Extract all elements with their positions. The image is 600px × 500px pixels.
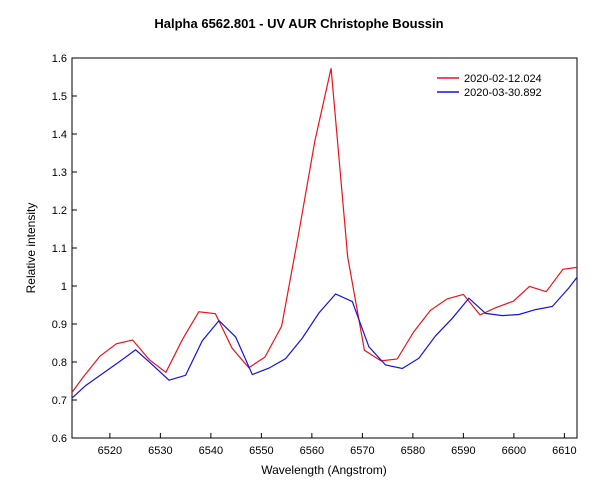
y-tick-label: 1.4 <box>52 129 67 141</box>
x-tick-label: 6570 <box>350 445 374 457</box>
x-tick-label: 6580 <box>401 445 425 457</box>
y-tick-label: 0.6 <box>52 433 67 445</box>
x-tick-label: 6590 <box>451 445 475 457</box>
y-axis-ticks: 0.6 0.7 0.8 0.9 1 1.1 1.2 1.3 1.4 1.5 1.6 <box>52 53 77 445</box>
y-tick-label: 1.2 <box>52 205 67 217</box>
y-tick-label: 1.1 <box>52 243 67 255</box>
y-tick-label: 0.9 <box>52 319 67 331</box>
x-tick-label: 6600 <box>502 445 526 457</box>
y-axis-label: Relative intensity <box>24 203 38 294</box>
series-line-2 <box>71 276 578 399</box>
x-axis-ticks: 6520 6530 6540 6550 6560 6570 6580 6590 6600 6610 <box>98 433 577 457</box>
x-tick-label: 6610 <box>552 445 576 457</box>
y-tick-label: 0.7 <box>52 395 67 407</box>
x-tick-label: 6520 <box>98 445 122 457</box>
y-tick-label: 1.3 <box>52 167 67 179</box>
y-tick-label: 1.5 <box>52 91 67 103</box>
x-axis-label: Wavelength (Angstrom) <box>261 463 387 477</box>
legend-label-2: 2020-03-30.892 <box>464 87 542 99</box>
legend-label-1: 2020-02-12.024 <box>464 73 542 85</box>
x-tick-label: 6560 <box>300 445 324 457</box>
x-tick-label: 6550 <box>249 445 273 457</box>
y-tick-label: 1 <box>61 281 67 293</box>
series-line-1 <box>71 68 578 393</box>
x-tick-label: 6530 <box>148 445 172 457</box>
plot-area <box>71 57 578 439</box>
y-tick-label: 0.8 <box>52 357 67 369</box>
series-lines <box>71 68 578 399</box>
y-tick-label: 1.6 <box>52 53 67 65</box>
x-tick-label: 6540 <box>199 445 223 457</box>
legend: 2020-02-12.024 2020-03-30.892 <box>437 73 542 99</box>
chart-title: Halpha 6562.801 - UV AUR Christophe Bous… <box>154 16 443 31</box>
